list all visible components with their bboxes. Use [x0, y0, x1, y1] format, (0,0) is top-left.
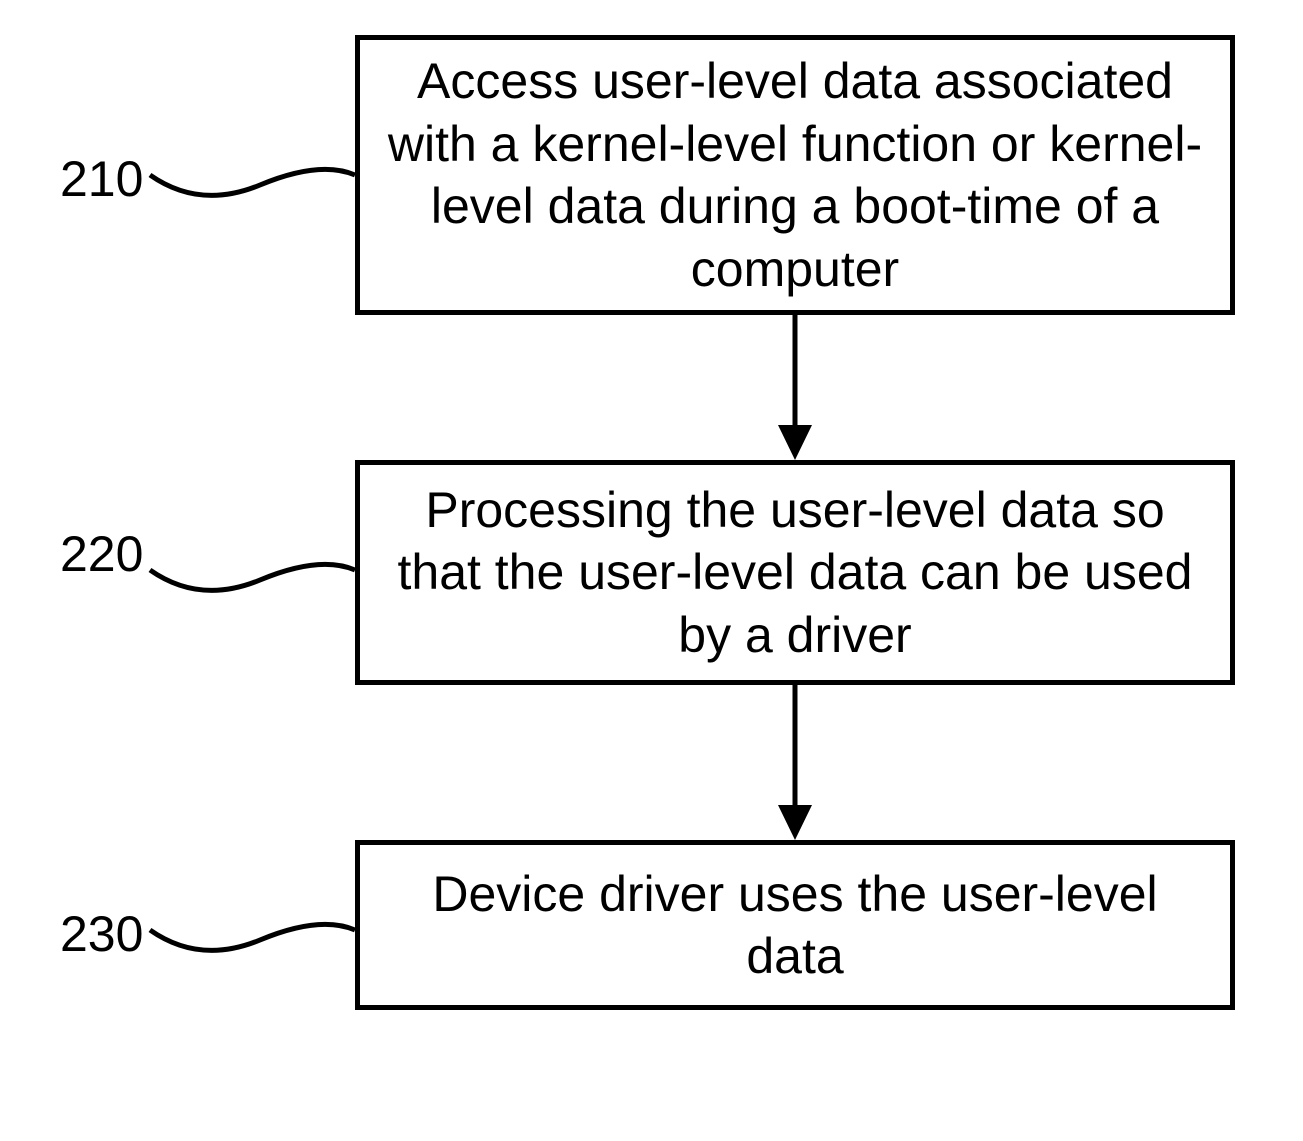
step-box-220: Processing the user-level data so that t…: [355, 460, 1235, 685]
step-text-220: Processing the user-level data so that t…: [380, 479, 1210, 667]
step-box-210: Access user-level data associated with a…: [355, 35, 1235, 315]
flowchart-container: 210 Access user-level data associated wi…: [0, 0, 1303, 1141]
connector-220: [140, 540, 360, 610]
step-text-230: Device driver uses the user-level data: [380, 863, 1210, 988]
step-label-230: 230: [60, 905, 143, 963]
step-label-220: 220: [60, 525, 143, 583]
arrow-220-230: [770, 685, 820, 845]
connector-230: [140, 900, 360, 970]
arrow-210-220: [770, 315, 820, 465]
connector-210: [140, 145, 360, 215]
step-label-210: 210: [60, 150, 143, 208]
step-box-230: Device driver uses the user-level data: [355, 840, 1235, 1010]
step-text-210: Access user-level data associated with a…: [380, 50, 1210, 300]
